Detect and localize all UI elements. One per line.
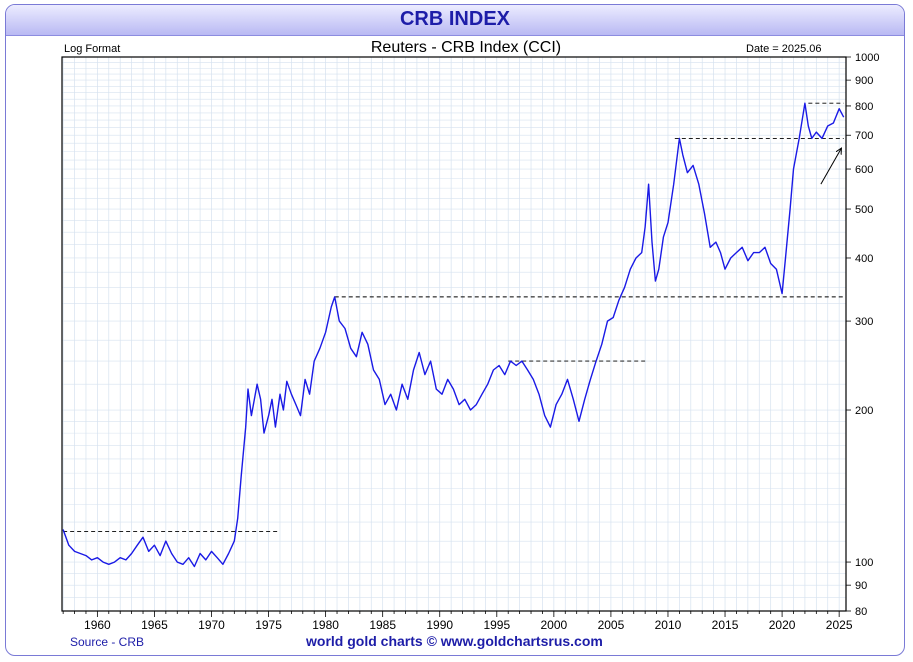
x-tick-label: 1990 xyxy=(426,618,453,632)
y-tick-label: 90 xyxy=(855,580,867,592)
x-tick-label: 2010 xyxy=(655,618,682,632)
y-tick-label: 300 xyxy=(855,316,873,328)
series-line xyxy=(62,102,845,568)
x-tick-label: 1985 xyxy=(369,618,396,632)
series-layer xyxy=(62,102,845,568)
y-tick-label: 500 xyxy=(855,204,873,216)
reference-lines xyxy=(63,102,844,532)
y-tick-label: 600 xyxy=(855,164,873,176)
x-tick-label: 2005 xyxy=(598,618,625,632)
y-tick-label: 800 xyxy=(855,101,873,113)
chart-canvas: 1960 1965 1970 1975 1980 1985 1990 1995 2000 2005… xyxy=(61,52,879,632)
banner: CRB INDEX xyxy=(6,5,904,36)
y-tick-label: 700 xyxy=(855,130,873,142)
y-tick-label: 80 xyxy=(855,606,867,618)
y-tick-label: 400 xyxy=(855,253,873,265)
x-tick-label: 1960 xyxy=(84,618,111,632)
chart-frame: CRB INDEX 1960 1965 1970 1975 1980 1985 1990 19… xyxy=(5,4,905,656)
x-tick-label: 1970 xyxy=(198,618,225,632)
x-tick-label: 2025 xyxy=(826,618,853,632)
x-tick-label: 1995 xyxy=(483,618,510,632)
source-label: Source - CRB xyxy=(70,635,145,649)
banner-title: CRB INDEX xyxy=(399,8,510,30)
chart-title: Reuters - CRB Index (CCI) xyxy=(370,39,562,56)
x-tick-label: 1975 xyxy=(255,618,282,632)
annotation-arrow xyxy=(820,148,842,185)
x-tick-label: 2020 xyxy=(769,618,796,632)
x-tick-label: 2000 xyxy=(541,618,568,632)
y-tick-label: 200 xyxy=(855,405,873,417)
plot-border xyxy=(61,56,847,612)
log-format-label: Log Format xyxy=(64,43,121,55)
grid xyxy=(62,56,846,612)
annotations xyxy=(820,148,842,185)
x-tick-label: 1965 xyxy=(141,618,168,632)
x-tick-label: 1980 xyxy=(312,618,339,632)
y-tick-label: 900 xyxy=(855,75,873,87)
footer-credit: world gold charts © www.goldchartsrus.co… xyxy=(306,633,603,649)
x-tick-label: 2015 xyxy=(712,618,739,632)
date-label: Date = 2025.06 xyxy=(746,43,822,55)
axes: 1960 1965 1970 1975 1980 1985 1990 1995 2000 2005… xyxy=(61,52,879,632)
y-tick-label: 100 xyxy=(855,557,873,569)
y-tick-label: 1000 xyxy=(855,52,879,64)
